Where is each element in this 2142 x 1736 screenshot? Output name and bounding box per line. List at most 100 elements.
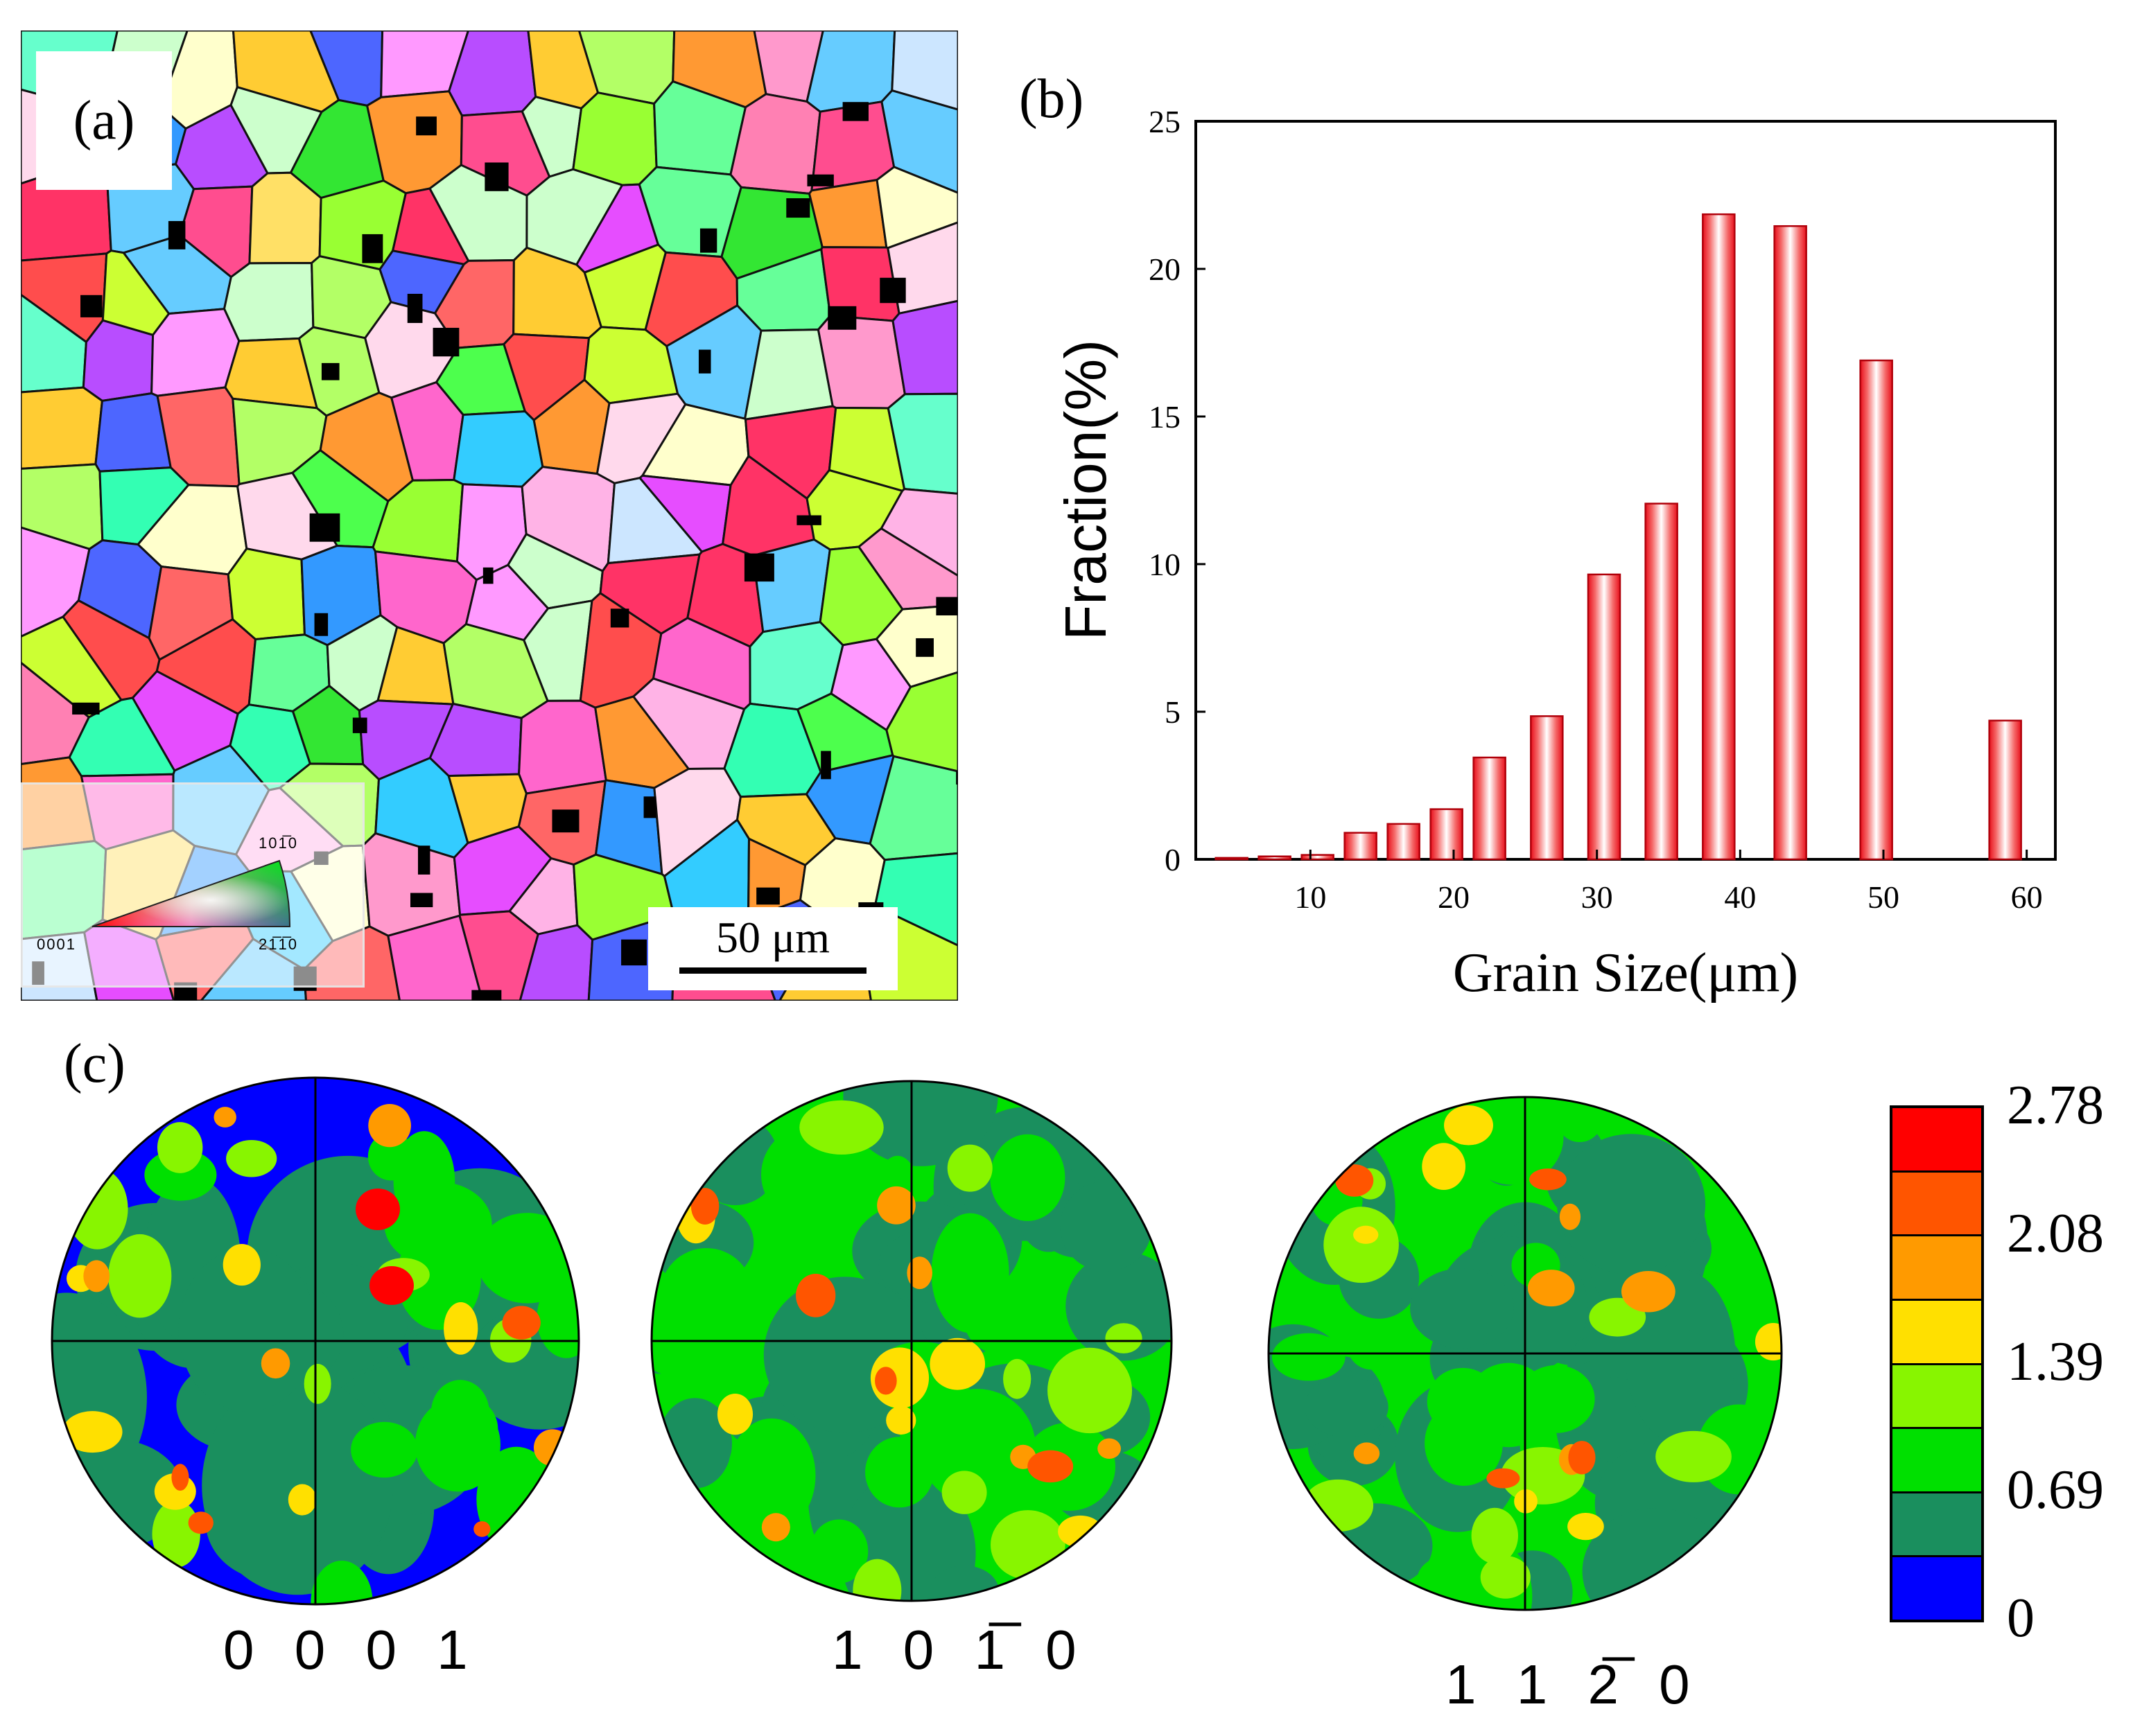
pole-figure-contours-1 [652,1081,1172,1601]
contour-blob [1047,1347,1133,1434]
contour-blob [991,1510,1065,1580]
unindexed-spot [407,293,423,324]
bar-6 [1472,756,1506,861]
contour-blob [1097,1438,1121,1459]
colorbar-segment-5 [1892,1234,1981,1299]
contour-blob [1003,1358,1031,1399]
bar-10 [1702,213,1736,861]
x-tick-label-2: 30 [1581,879,1613,915]
contour-blob [304,1363,331,1404]
grain [880,89,958,194]
unindexed-spot [786,198,810,218]
contour-blob [1058,1515,1103,1548]
pf-outline [650,1080,1173,1602]
pf-outline [51,1076,580,1606]
ipf-label-10-10: 101̅0 [259,834,298,852]
y-ticks-group: 0 5 10 15 20 25 [1149,104,1205,877]
bar-7 [1530,715,1564,861]
contour-blob [1557,1134,1706,1275]
unindexed-spot [321,362,340,380]
y-tick-label-3: 15 [1149,399,1181,435]
pole-figure-0001 [51,1076,580,1606]
contour-blob [1353,1225,1379,1244]
x-axis-label: Grain Size(μm) [1453,942,1798,1003]
contour-blob [1529,1168,1567,1191]
colorbar-tick-4: 0.69 [2007,1459,2104,1520]
contour-blob [1517,1365,1595,1433]
contour-blob [444,1302,478,1355]
ipf-label-0001: 0001 [37,936,76,953]
contour-blob [108,1234,172,1318]
unindexed-spot [314,613,329,636]
unindexed-spot [482,567,494,584]
grain [857,527,958,611]
max-intensity-peak [369,1266,414,1305]
contour-blob [918,1389,1036,1505]
panel-b-letter: (b) [1019,69,1084,130]
contour-blob [223,1243,261,1286]
colorbar-tick-3: 1.39 [2007,1331,2104,1392]
grain [891,30,958,111]
contour-blob [1410,1268,1514,1349]
contour-blob [502,1306,541,1340]
bar-13 [1988,719,2022,861]
contour-blob [473,1521,491,1537]
scale-bar-box [648,907,898,990]
bar-0 [1214,857,1248,861]
contour-blob [1444,1105,1493,1146]
y-tick-label-4: 20 [1149,252,1181,287]
x-tick-label-1: 20 [1438,879,1470,915]
unindexed-spot [309,513,340,542]
contour-blob [990,1134,1065,1221]
pole-figure-contours-0 [52,1078,579,1604]
contour-blob [1271,1333,1346,1381]
contour-blob [865,1437,934,1508]
plot-frame [1194,120,2057,861]
colorbar-segment-7 [1892,1108,1981,1171]
bar-5 [1429,808,1463,861]
contour-blob [533,1429,571,1466]
unindexed-spot [796,515,821,525]
contour-blob [62,1411,123,1453]
colorbar-tick-2: 2.08 [2007,1203,2104,1264]
colorbar-segment-3 [1892,1362,1981,1428]
bar-2 [1300,854,1334,861]
ebsd-grain-map [21,30,958,1001]
contour-blob [537,1277,579,1358]
contour-blob [875,1367,897,1395]
grain [891,299,958,396]
x-tick-label-5: 60 [2011,879,2043,915]
ipf-triangle-outline [92,859,291,927]
contour-blob [214,1107,236,1128]
unindexed-spot [410,893,433,908]
bar-11 [1773,225,1807,861]
panel-c-letter: (c) [64,1033,125,1094]
contour-blob [152,1500,200,1568]
unindexed-spot [698,349,711,374]
ipf-label-2-1-10: 21̅1̅0 [259,936,298,953]
ipf-color-key: 0001 101̅0 21̅1̅0 [21,782,365,988]
contour-blob [1471,1507,1518,1564]
ebsd-ipf-map: (a) 0001 101 [21,30,958,1001]
grain [887,392,958,495]
unindexed-spot [552,809,580,833]
contour-blob [1559,1203,1581,1230]
unindexed-spot [80,295,103,317]
contour-blob [1486,1468,1520,1489]
contour-blob [476,1213,579,1304]
colorbar-segment-0 [1892,1555,1981,1620]
contour-blob [947,1144,993,1192]
unindexed-spot [168,220,186,249]
unindexed-spot [621,939,647,966]
panel-a-letter: (a) [73,90,135,151]
contour-blob [1655,1430,1732,1482]
colorbar [1890,1105,1984,1622]
contour-blob [171,1464,189,1491]
unindexed-spot [744,553,774,582]
contour-blob [1527,1270,1575,1307]
contour-blob [1335,1164,1374,1197]
colorbar-tick-max: 2.78 [2007,1075,2104,1136]
contour-blob [430,1380,489,1444]
contour-blob [659,1247,754,1344]
